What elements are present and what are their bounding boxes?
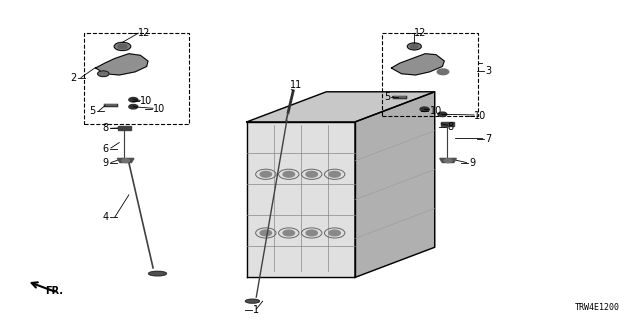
Text: 10: 10 <box>429 106 442 116</box>
Ellipse shape <box>148 271 166 276</box>
Text: 8: 8 <box>447 122 454 132</box>
Polygon shape <box>117 158 134 163</box>
Circle shape <box>98 71 109 76</box>
Polygon shape <box>246 92 435 122</box>
Text: 9: 9 <box>470 158 476 168</box>
Circle shape <box>437 69 449 75</box>
Text: 5: 5 <box>90 106 96 116</box>
Polygon shape <box>246 122 355 277</box>
Text: 2: 2 <box>70 73 77 83</box>
Text: 12: 12 <box>414 28 427 38</box>
Polygon shape <box>118 126 131 130</box>
Circle shape <box>407 43 421 50</box>
Circle shape <box>306 172 317 177</box>
Circle shape <box>118 44 127 49</box>
Circle shape <box>283 230 294 236</box>
Polygon shape <box>96 54 148 75</box>
Text: 8: 8 <box>102 123 108 133</box>
Text: 7: 7 <box>486 134 492 144</box>
Circle shape <box>438 112 447 116</box>
Polygon shape <box>440 158 456 163</box>
Text: 10: 10 <box>474 111 486 121</box>
Circle shape <box>260 172 271 177</box>
Circle shape <box>122 159 129 163</box>
Text: 10: 10 <box>140 96 152 106</box>
Text: 9: 9 <box>102 158 108 168</box>
Circle shape <box>444 159 452 163</box>
Text: 3: 3 <box>486 66 492 76</box>
Text: 1: 1 <box>253 305 259 315</box>
Text: 11: 11 <box>291 80 303 90</box>
Ellipse shape <box>246 299 259 303</box>
Circle shape <box>329 230 340 236</box>
Circle shape <box>329 172 340 177</box>
Text: TRW4E1200: TRW4E1200 <box>575 303 620 312</box>
Text: 6: 6 <box>102 144 108 154</box>
Polygon shape <box>392 54 444 75</box>
Circle shape <box>260 230 271 236</box>
Circle shape <box>283 172 294 177</box>
Polygon shape <box>441 122 454 126</box>
Circle shape <box>306 230 317 236</box>
Circle shape <box>129 105 138 109</box>
Text: 12: 12 <box>138 28 151 38</box>
Text: 5: 5 <box>384 92 390 101</box>
Circle shape <box>129 98 138 102</box>
Text: 10: 10 <box>153 104 165 114</box>
Text: FR.: FR. <box>45 286 63 296</box>
Circle shape <box>114 42 131 51</box>
Circle shape <box>420 107 429 111</box>
Text: 4: 4 <box>102 212 108 222</box>
Polygon shape <box>355 92 435 277</box>
Circle shape <box>410 44 418 48</box>
